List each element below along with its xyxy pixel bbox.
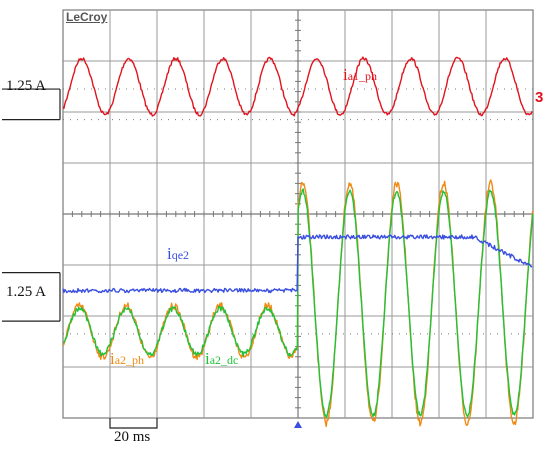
time-scale-label: 20 ms: [114, 429, 151, 445]
top-scale-label: 1.25 A: [6, 78, 47, 94]
trigger-marker: [294, 421, 302, 428]
channel-marker: 3: [535, 89, 544, 106]
trace-iqe2: [62, 234, 533, 294]
label-iqe2: iqe2: [167, 244, 190, 263]
grid: [2, 9, 534, 429]
brand-logo: LeCroy: [66, 10, 108, 24]
bottom-scale-bracket: [2, 272, 61, 322]
label-ia1-ph: ia1_ph: [343, 65, 378, 84]
bottom-scale-label: 1.25 A: [6, 284, 47, 300]
label-ia2-ph: ia2_ph: [110, 349, 145, 368]
time-scale-bracket: [109, 418, 158, 429]
top-scale-bracket: [2, 88, 61, 121]
traces: [62, 56, 534, 428]
label-ia2-dc: ia2_dc: [205, 349, 239, 368]
trace-ia1-ph: [62, 56, 533, 117]
